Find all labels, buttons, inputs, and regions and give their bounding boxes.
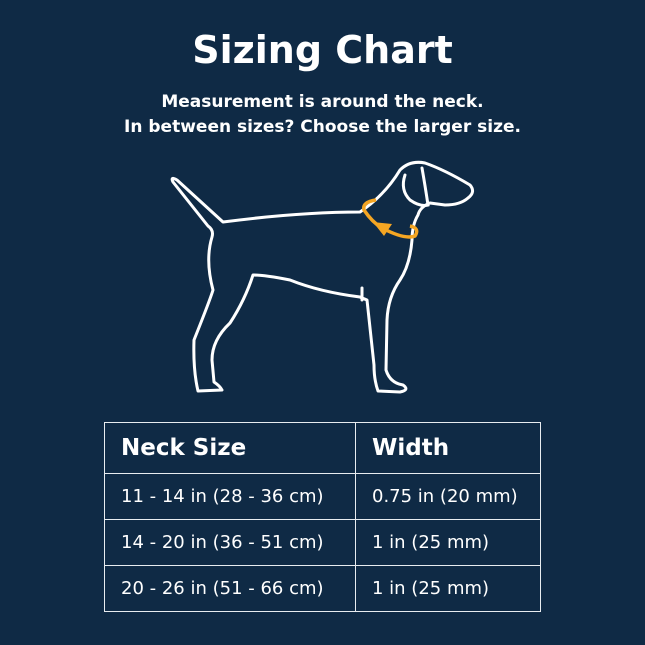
header-neck-size: Neck Size bbox=[104, 422, 356, 474]
width-cell: 0.75 in (20 mm) bbox=[355, 473, 541, 520]
neck-size-cell: 14 - 20 in (36 - 51 cm) bbox=[104, 519, 356, 566]
table-header-row: Neck Size Width bbox=[104, 422, 541, 474]
page-title: Sizing Chart bbox=[192, 28, 453, 72]
header-width: Width bbox=[355, 422, 541, 474]
sizing-table: Neck Size Width 11 - 14 in (28 - 36 cm) … bbox=[104, 422, 541, 612]
table-row: 14 - 20 in (36 - 51 cm) 1 in (25 mm) bbox=[104, 519, 541, 566]
dog-ear bbox=[401, 166, 430, 207]
neck-size-cell: 11 - 14 in (28 - 36 cm) bbox=[104, 473, 356, 520]
table-row: 11 - 14 in (28 - 36 cm) 0.75 in (20 mm) bbox=[104, 473, 541, 520]
dog-outline bbox=[170, 160, 475, 394]
subtitle-line-2: In between sizes? Choose the larger size… bbox=[124, 117, 521, 137]
table-row: 20 - 26 in (51 - 66 cm) 1 in (25 mm) bbox=[104, 565, 541, 612]
neck-size-cell: 20 - 26 in (51 - 66 cm) bbox=[104, 565, 356, 612]
subtitle-line-1: Measurement is around the neck. bbox=[161, 92, 484, 112]
collar-measure-icon bbox=[362, 198, 419, 239]
width-cell: 1 in (25 mm) bbox=[355, 519, 541, 566]
arrow-head-icon bbox=[373, 222, 392, 236]
width-cell: 1 in (25 mm) bbox=[355, 565, 541, 612]
